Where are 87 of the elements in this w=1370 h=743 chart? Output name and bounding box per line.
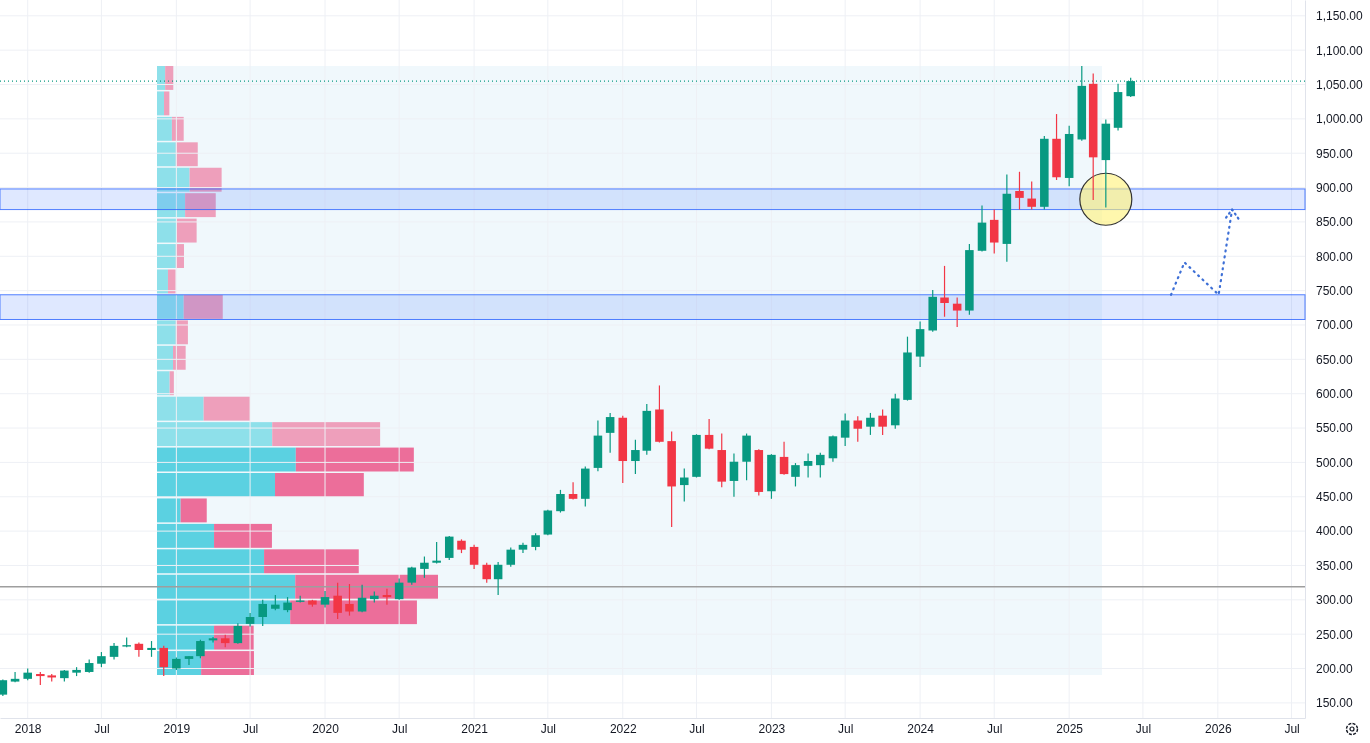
y-tick-label: 1,150.00	[1316, 9, 1364, 24]
x-tick-label: Jul	[242, 721, 259, 736]
candlestick	[989, 208, 999, 255]
bar	[157, 473, 276, 497]
y-tick-label: 400.00	[1316, 524, 1354, 539]
x-tick-label: Jul	[987, 721, 1003, 736]
y-tick-label: 250.00	[1316, 627, 1354, 642]
x-tick-label: Jul	[540, 721, 556, 736]
candlestick	[184, 655, 194, 666]
y-tick-label: 650.00	[1316, 352, 1354, 367]
bar	[180, 498, 207, 523]
candlestick	[333, 582, 342, 620]
x-tick-label: Jul	[94, 721, 110, 736]
bar	[272, 422, 381, 447]
y-tick-label: 950.00	[1316, 146, 1354, 161]
candlestick	[828, 435, 838, 463]
candlestick	[469, 544, 479, 570]
candlestick	[10, 671, 20, 683]
candlestick	[840, 413, 850, 447]
candlestick	[803, 452, 813, 479]
x-tick-label: 2022	[609, 721, 637, 736]
x-tick-label: 2026	[1204, 721, 1233, 736]
x-tick-label: Jul	[837, 721, 854, 736]
y-tick-label: 150.00	[1316, 696, 1354, 711]
x-tick-label: Jul	[1284, 721, 1300, 736]
bar	[167, 269, 176, 294]
candlestick	[159, 645, 169, 677]
x-tick-label: 2023	[758, 721, 786, 736]
candlestick	[679, 467, 689, 503]
y-tick-label: 900.00	[1316, 180, 1354, 195]
y-tick-label: 350.00	[1316, 558, 1354, 573]
y-tick-label: 1,000.00	[1316, 112, 1364, 127]
candlestick	[556, 489, 565, 514]
bar	[157, 269, 168, 294]
x-tick-label: 2019	[163, 721, 191, 736]
x-tick-label: 2024	[907, 721, 935, 736]
candlestick	[1015, 171, 1024, 211]
candlestick	[631, 439, 640, 475]
bar	[203, 396, 251, 421]
candlestick	[444, 535, 454, 561]
candlestick	[394, 577, 404, 601]
y-tick-label: 1,100.00	[1316, 43, 1364, 58]
candlestick	[345, 583, 354, 617]
y-tick-label: 550.00	[1316, 421, 1354, 436]
y-tick-label: 700.00	[1316, 318, 1354, 333]
candlestick	[1027, 180, 1036, 211]
y-tick-label: 500.00	[1316, 455, 1354, 470]
y-tick-label: 300.00	[1316, 593, 1354, 608]
candlestick	[568, 481, 578, 501]
y-tick-label: 200.00	[1316, 661, 1354, 676]
candlestick	[605, 412, 615, 454]
candlestick	[196, 639, 205, 659]
y-tick-label: 600.00	[1316, 387, 1354, 402]
candlestick	[791, 462, 800, 488]
candlestick	[357, 584, 367, 613]
y-tick-label: 850.00	[1316, 215, 1354, 230]
candlestick	[506, 547, 516, 568]
candlestick	[233, 622, 243, 645]
candlestick	[420, 555, 429, 579]
candlestick	[940, 265, 949, 318]
x-tick-label: 2018	[14, 721, 42, 736]
candlestick	[493, 561, 503, 596]
candlestick	[704, 418, 714, 450]
x-tick-label: 2021	[461, 721, 489, 736]
candlestick	[258, 599, 267, 627]
y-tick-label: 450.00	[1316, 490, 1354, 505]
candlestick	[729, 452, 739, 498]
candlestick	[866, 412, 875, 436]
x-tick-label: Jul	[391, 721, 408, 736]
x-tick-label: Jul	[1135, 721, 1152, 736]
candlestick	[482, 562, 491, 584]
x-tick-label: 2020	[312, 721, 340, 736]
candlestick	[134, 641, 144, 658]
y-tick-label: 800.00	[1316, 249, 1354, 264]
candlestick	[779, 441, 789, 476]
bar	[157, 498, 181, 523]
x-tick-label: Jul	[689, 721, 705, 736]
bar	[275, 473, 364, 497]
candlestick	[816, 452, 825, 479]
y-tick-label: 750.00	[1316, 283, 1354, 298]
y-tick-label: 1,050.00	[1316, 77, 1364, 92]
bar	[157, 447, 296, 472]
candlestick	[952, 296, 962, 328]
candlestick	[878, 408, 887, 436]
bar	[295, 447, 414, 472]
candlestick	[853, 415, 863, 443]
x-tick-label: 2025	[1056, 721, 1084, 736]
